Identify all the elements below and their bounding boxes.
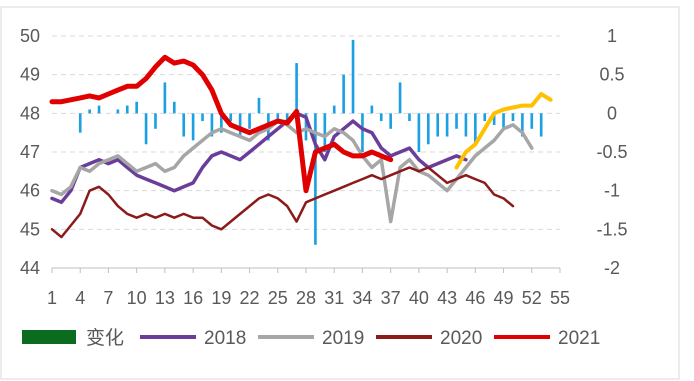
left-axis-tick-label: 50 [20,26,40,46]
x-axis-tick-label: 52 [522,288,542,308]
bar [257,97,261,114]
bar [379,113,383,122]
x-axis-tick-label: 37 [381,288,401,308]
x-axis-tick-label: 16 [183,288,203,308]
bar [521,113,524,137]
bar [229,113,233,122]
x-axis-tick-label: 25 [268,288,288,308]
x-axis-tick-label: 34 [352,288,372,308]
left-axis-tick-label: 46 [20,181,40,201]
bar [332,105,336,114]
bar [276,113,280,122]
bar [220,113,223,133]
legend-label: 2020 [440,328,482,349]
left-axis-tick-label: 49 [20,65,40,85]
x-axis-tick-label: 10 [127,288,147,308]
legend-label: 变化 [86,327,124,349]
bar [464,113,468,137]
x-axis-tick-label: 19 [211,288,231,308]
bar [201,113,204,122]
right-axis-tick-label: -1.5 [596,219,627,239]
right-axis-tick-label: 0.5 [599,65,624,85]
right-axis-tick-label: -0.5 [596,142,627,162]
line-series [49,54,553,239]
x-axis-tick-label: 31 [324,288,344,308]
series-line-late [454,92,553,170]
x-axis-tick-label: 22 [240,288,260,308]
x-axis-tick-label: 49 [494,288,514,308]
bar [97,105,101,114]
bar [295,63,298,114]
bar [455,113,458,129]
x-axis-tick-label: 13 [155,288,175,308]
bar [238,113,242,137]
legend-swatch-bar [22,330,76,344]
bar [511,113,515,122]
bar [191,113,195,141]
x-axis-tick-label: 7 [103,288,113,308]
bar [135,101,138,114]
right-axis-tick-label: -1 [604,181,620,201]
bar [342,74,345,114]
bar [163,82,167,114]
left-axis-tick-label: 47 [20,142,40,162]
bar [116,109,120,114]
bar [304,113,308,141]
bar [210,113,214,137]
bar [370,105,374,114]
left-axis-tick-label: 45 [20,219,40,239]
left-axis-tick-label: 44 [20,258,40,278]
bar [436,113,440,137]
bar [502,113,505,129]
bar [361,113,364,152]
right-axis-tick-label: 1 [607,26,617,46]
bar [125,105,129,114]
right-axis-tick-label: -2 [604,258,620,278]
series-line-2018 [50,111,468,205]
legend-label: 2018 [204,328,246,349]
bar [144,113,148,145]
bar [88,109,91,114]
bar [182,113,186,137]
bar [398,82,402,114]
gridlines [52,35,560,230]
bar [172,101,176,114]
legend-label: 2021 [558,328,600,349]
left-axis-tick-label: 48 [20,103,40,123]
bar [248,113,251,129]
bar [351,39,355,114]
bar [408,113,411,122]
bar [154,113,157,129]
legend: 变化 2018 2019 2020 2021 [22,327,600,349]
bar [389,113,392,129]
bar [539,113,543,137]
right-axis-tick-label: 0 [607,103,617,123]
bar [426,113,430,145]
bar [492,113,496,125]
x-axis-tick-label: 28 [296,288,316,308]
x-axis-tick-label: 1 [47,288,57,308]
bar [530,113,534,129]
series-line-2020 [50,166,515,239]
bar [417,113,421,152]
chart-border [0,6,680,380]
x-axis-tick-label: 40 [409,288,429,308]
bar [483,113,487,122]
legend-label: 2019 [322,328,364,349]
x-axis-tick-label: 43 [437,288,457,308]
series-line-2019 [50,119,534,224]
bar [445,113,449,137]
x-axis-tick-label: 55 [550,288,570,308]
bar [78,113,82,133]
series-line-2021 [49,54,394,194]
bar [323,113,327,152]
bar [474,113,477,145]
x-axis-tick-label: 46 [465,288,485,308]
bar [314,113,317,245]
x-axis-tick-label: 4 [75,288,85,308]
